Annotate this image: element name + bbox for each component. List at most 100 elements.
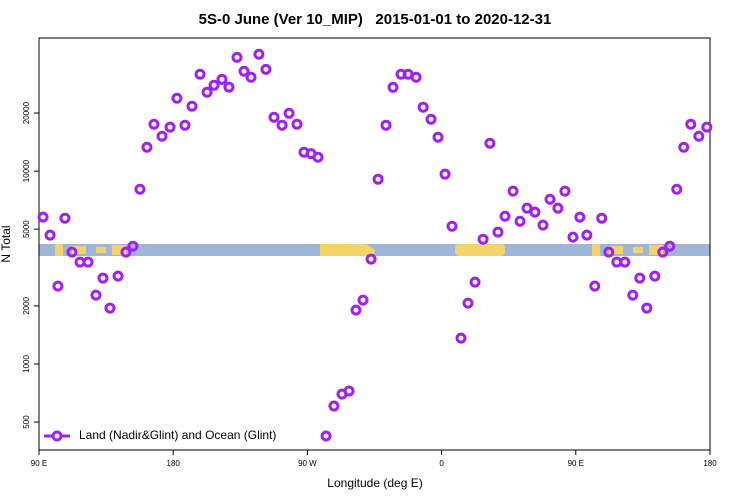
legend-label: Land (Nadir&Glint) and Ocean (Glint): [79, 428, 276, 442]
point: [701, 121, 713, 133]
point: [589, 280, 601, 292]
point: [627, 289, 639, 301]
y-tick-label: 1000: [22, 355, 31, 373]
point: [134, 183, 146, 195]
x-tick-label: 180: [703, 459, 717, 468]
point: [112, 270, 124, 282]
point: [372, 173, 384, 185]
x-tick-label: 180: [167, 459, 181, 468]
point: [619, 256, 631, 268]
y-axis-label: N Total: [0, 225, 13, 262]
x-tick-label: 90 E: [568, 459, 584, 468]
point: [529, 206, 541, 218]
point: [365, 253, 377, 265]
point: [693, 130, 705, 142]
point: [432, 131, 444, 143]
point: [82, 256, 94, 268]
point: [649, 270, 661, 282]
point: [446, 220, 458, 232]
point: [37, 211, 49, 223]
point: [59, 212, 71, 224]
point: [223, 81, 235, 93]
point: [238, 65, 250, 77]
point: [253, 48, 265, 60]
point: [312, 151, 324, 163]
point: [291, 118, 303, 130]
point: [567, 231, 579, 243]
point: [425, 113, 437, 125]
point: [492, 226, 504, 238]
y-tick-label: 2000: [22, 296, 31, 314]
x-tick-label: 90 W: [298, 459, 317, 468]
y-tick-label: 20000: [22, 101, 31, 124]
point: [387, 81, 399, 93]
chart-title: 5S-0 June (Ver 10_MIP) 2015-01-01 to 202…: [199, 11, 552, 28]
x-axis-label: Longitude (deg E): [327, 476, 422, 490]
point: [641, 302, 653, 314]
point: [410, 71, 422, 83]
point: [514, 215, 526, 227]
point: [171, 92, 183, 104]
point: [120, 246, 132, 258]
point: [320, 430, 332, 442]
point: [343, 385, 355, 397]
point: [90, 289, 102, 301]
legend-marker: [51, 430, 63, 442]
point: [664, 240, 676, 252]
point: [44, 229, 56, 241]
point: [179, 119, 191, 131]
point: [328, 400, 340, 412]
point: [685, 118, 697, 130]
y-tick-label: 5000: [22, 220, 31, 238]
y-tick-label: 10000: [22, 159, 31, 182]
point: [596, 212, 608, 224]
point: [462, 297, 474, 309]
point: [499, 210, 511, 222]
point: [66, 246, 78, 258]
point: [231, 51, 243, 63]
land-ocean-strip: [39, 244, 710, 256]
point: [484, 137, 496, 149]
point: [260, 63, 272, 75]
point: [357, 294, 369, 306]
point: [678, 141, 690, 153]
point: [455, 332, 467, 344]
point: [477, 233, 489, 245]
point: [52, 280, 64, 292]
point: [148, 118, 160, 130]
point: [141, 141, 153, 153]
plot-frame: [38, 37, 711, 451]
point: [245, 71, 257, 83]
point: [417, 101, 429, 113]
point: [186, 100, 198, 112]
point: [127, 240, 139, 252]
point: [634, 272, 646, 284]
point: [156, 130, 168, 142]
point: [283, 107, 295, 119]
point: [507, 185, 519, 197]
point: [544, 193, 556, 205]
point: [268, 111, 280, 123]
point: [552, 202, 564, 214]
point: [603, 246, 615, 258]
point: [439, 168, 451, 180]
point: [671, 183, 683, 195]
point: [469, 276, 481, 288]
point: [104, 302, 116, 314]
point: [574, 211, 586, 223]
y-tick-label: 500: [22, 415, 31, 429]
point: [521, 202, 533, 214]
x-tick-label: 90 E: [31, 459, 47, 468]
point: [559, 185, 571, 197]
point: [97, 272, 109, 284]
point: [276, 119, 288, 131]
point: [208, 79, 220, 91]
x-tick-label: 0: [439, 459, 444, 468]
point: [164, 121, 176, 133]
point: [380, 119, 392, 131]
point: [201, 86, 213, 98]
point: [216, 73, 228, 85]
point: [194, 68, 206, 80]
point: [350, 304, 362, 316]
